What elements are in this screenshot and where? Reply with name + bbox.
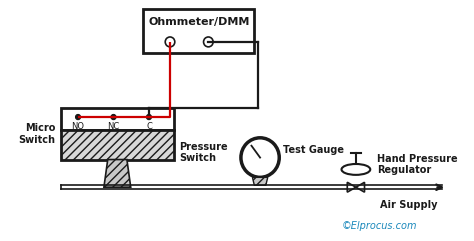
Text: C: C — [146, 122, 152, 131]
Circle shape — [165, 37, 175, 47]
Text: Micro
Switch: Micro Switch — [18, 123, 55, 145]
Text: Test Gauge: Test Gauge — [283, 145, 344, 155]
Circle shape — [203, 37, 213, 47]
Text: Pressure
Switch: Pressure Switch — [180, 142, 228, 163]
Text: Air Supply: Air Supply — [380, 200, 438, 210]
Text: NC: NC — [108, 122, 119, 131]
Circle shape — [76, 114, 81, 120]
Text: ©Elprocus.com: ©Elprocus.com — [342, 221, 418, 231]
Text: Hand Pressure
Regulator: Hand Pressure Regulator — [377, 154, 457, 175]
Polygon shape — [347, 182, 356, 192]
Polygon shape — [104, 160, 131, 187]
Text: Ohmmeter/DMM: Ohmmeter/DMM — [148, 17, 249, 27]
Bar — [61, 130, 174, 160]
Bar — [61, 108, 174, 130]
Circle shape — [146, 114, 151, 120]
Circle shape — [111, 114, 116, 120]
Polygon shape — [253, 177, 268, 185]
Text: NO: NO — [72, 122, 84, 131]
Circle shape — [241, 138, 279, 177]
Bar — [143, 9, 255, 53]
Polygon shape — [356, 182, 365, 192]
Ellipse shape — [342, 164, 370, 175]
